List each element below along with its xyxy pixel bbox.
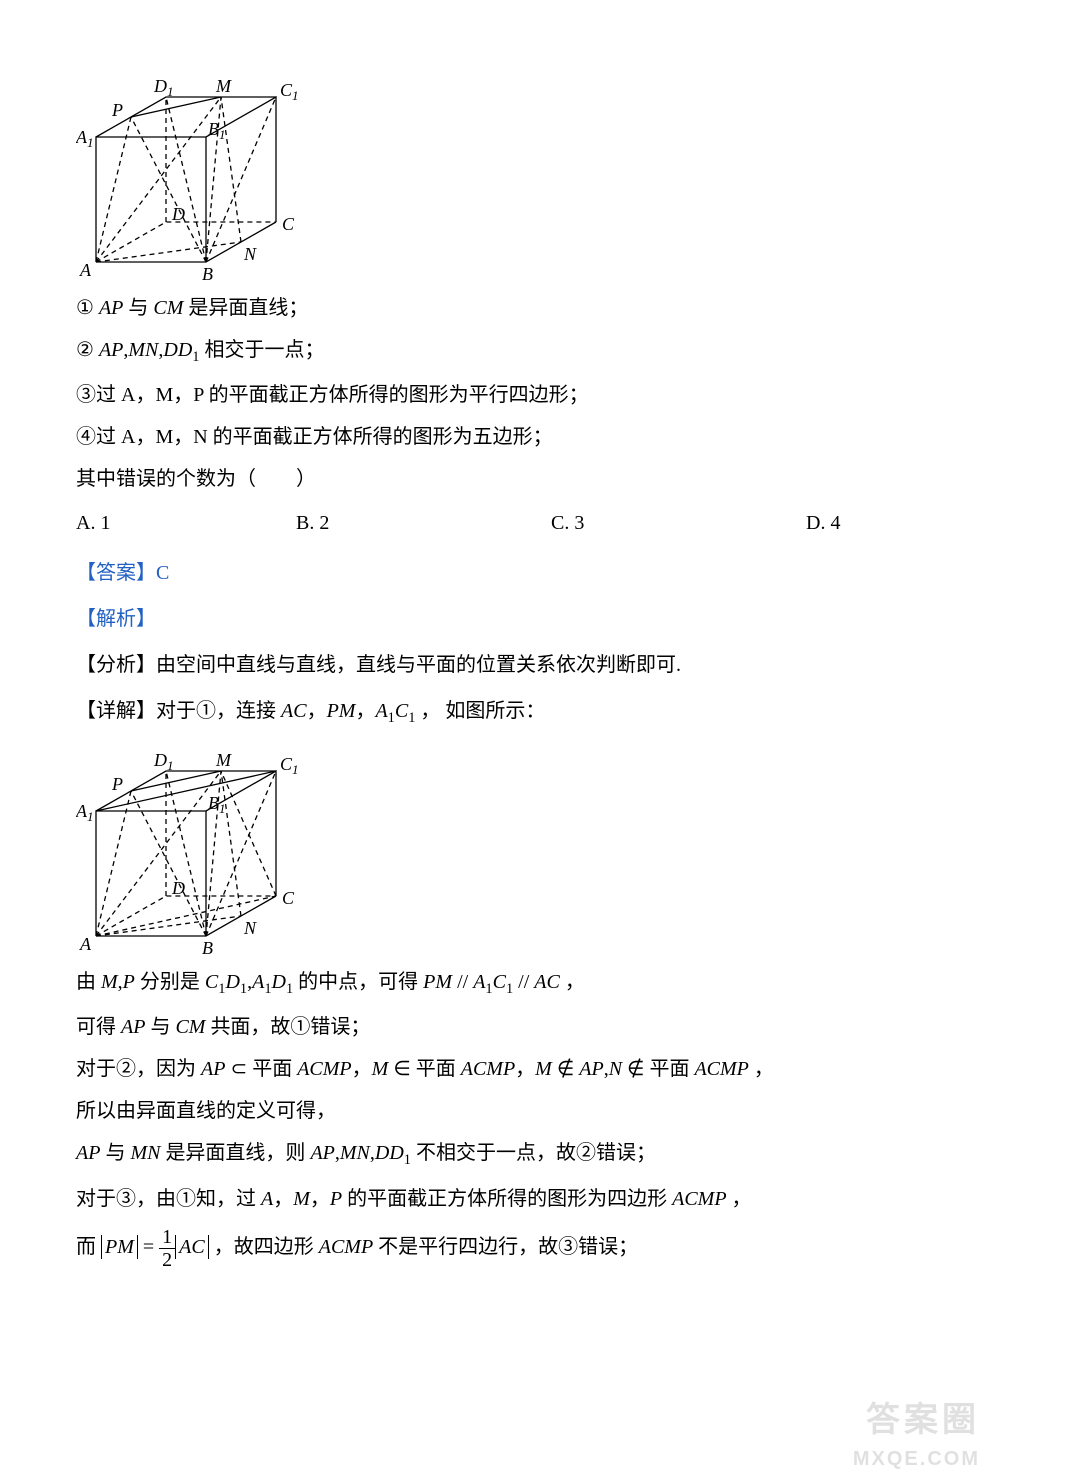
exp-line-7: 而 PM = 12AC ，故四边形 ACMP 不是平行四边行，故③错误； — [76, 1227, 1004, 1270]
answer-line: 【答案】C — [76, 559, 1004, 587]
svg-text:D1: D1 — [153, 76, 174, 99]
analysis-fx: 【分析】由空间中直线与直线，直线与平面的位置关系依次判断即可. — [76, 651, 1004, 679]
options-row: A. 1 B. 2 C. 3 D. 4 — [76, 509, 1004, 537]
svg-text:B: B — [202, 938, 213, 956]
exp-line-4: 所以由异面直线的定义可得， — [76, 1097, 1004, 1125]
statement-3: ③过 A，M，P 的平面截正方体所得的图形为平行四边形； — [76, 381, 1004, 409]
svg-text:A: A — [79, 260, 92, 280]
svg-text:P: P — [111, 774, 123, 794]
svg-text:D1: D1 — [153, 750, 174, 773]
svg-text:B1: B1 — [208, 119, 226, 142]
cube-diagram-1: A B C D A1 B1 C1 D1 M N P — [76, 72, 1004, 282]
statement-2: ② AP,MN,DD1 相交于一点； — [76, 336, 1004, 367]
exp-line-5: AP 与 MN 是异面直线，则 AP,MN,DD1 不相交于一点，故②错误； — [76, 1139, 1004, 1170]
svg-text:C: C — [282, 214, 295, 234]
svg-text:D: D — [171, 878, 185, 898]
analysis-label: 【解析】 — [76, 605, 1004, 633]
cube-svg-1: A B C D A1 B1 C1 D1 M N P — [76, 72, 306, 282]
option-a[interactable]: A. 1 — [76, 509, 296, 537]
svg-text:B1: B1 — [208, 793, 226, 816]
statement-1: ① AP 与 CM 是异面直线； — [76, 294, 1004, 322]
svg-text:P: P — [111, 100, 123, 120]
svg-text:N: N — [243, 918, 257, 938]
svg-text:M: M — [215, 750, 232, 770]
svg-text:C1: C1 — [280, 80, 299, 103]
svg-text:A1: A1 — [76, 127, 94, 150]
option-c[interactable]: C. 3 — [551, 509, 806, 537]
svg-text:B: B — [202, 264, 213, 282]
question-prompt: 其中错误的个数为（ ） — [76, 465, 1004, 493]
svg-text:C: C — [282, 888, 295, 908]
option-b[interactable]: B. 2 — [296, 509, 551, 537]
svg-text:A1: A1 — [76, 801, 94, 824]
exp-line-1: 由 M,P 分别是 C1D1,A1D1 的中点，可得 PM // A1C1 //… — [76, 968, 1004, 999]
svg-text:C1: C1 — [280, 754, 299, 777]
analysis-detail-intro: 【详解】对于①，连接 AC，PM，A1C1 ， 如图所示： — [76, 697, 1004, 728]
exp-line-3: 对于②，因为 AP ⊂ 平面 ACMP，M ∈ 平面 ACMP，M ∉ AP,N… — [76, 1055, 1004, 1083]
watermark: 答案圈 MXQE.COM — [853, 1397, 980, 1473]
exp-line-2: 可得 AP 与 CM 共面，故①错误； — [76, 1013, 1004, 1041]
exp-line-6: 对于③，由①知，过 A，M，P 的平面截正方体所得的图形为四边形 ACMP ， — [76, 1185, 1004, 1213]
option-d[interactable]: D. 4 — [806, 509, 1004, 537]
svg-text:M: M — [215, 76, 232, 96]
svg-text:D: D — [171, 204, 185, 224]
statement-4: ④过 A，M，N 的平面截正方体所得的图形为五边形； — [76, 423, 1004, 451]
cube-diagram-2: A B C D A1 B1 C1 D1 M N P — [76, 746, 1004, 956]
cube-svg-2: A B C D A1 B1 C1 D1 M N P — [76, 746, 306, 956]
svg-text:A: A — [79, 934, 92, 954]
svg-text:N: N — [243, 244, 257, 264]
